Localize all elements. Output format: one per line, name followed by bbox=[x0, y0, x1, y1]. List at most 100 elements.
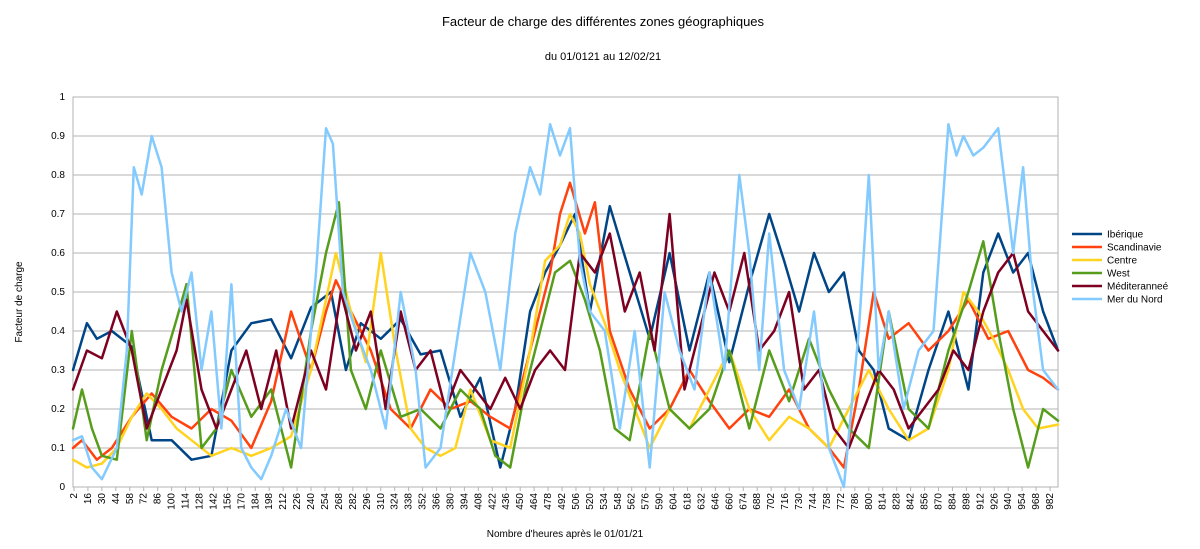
x-tick-label: 226 bbox=[292, 493, 303, 510]
x-tick-label: 800 bbox=[864, 493, 875, 510]
x-tick-label: 2 bbox=[69, 493, 80, 499]
y-tick-label: 0.6 bbox=[51, 248, 65, 259]
x-tick-label: 352 bbox=[418, 493, 429, 510]
x-tick-label: 688 bbox=[752, 493, 763, 510]
y-axis-ticks: 0 0.1 0.2 0.3 0.4 0.5 0.6 0.7 0.8 0.9 1 bbox=[51, 92, 65, 493]
x-tick-label: 16 bbox=[83, 493, 94, 505]
x-tick-label: 408 bbox=[473, 493, 484, 510]
plot-area bbox=[72, 96, 1059, 488]
y-tick-label: 0.4 bbox=[51, 326, 65, 337]
x-tick-label: 632 bbox=[696, 493, 707, 510]
y-tick-label: 0.9 bbox=[51, 131, 65, 142]
x-axis-label: Nombre d'heures après le 01/01/21 bbox=[487, 529, 644, 540]
x-tick-label: 940 bbox=[1003, 493, 1014, 510]
x-tick-label: 492 bbox=[557, 493, 568, 510]
x-tick-label: 856 bbox=[920, 493, 931, 510]
y-axis-label: Facteur de charge bbox=[14, 261, 25, 343]
x-tick-label: 310 bbox=[376, 493, 387, 510]
x-tick-label: 576 bbox=[641, 493, 652, 510]
y-tick-label: 0.8 bbox=[51, 170, 65, 181]
x-tick-label: 618 bbox=[683, 493, 694, 510]
x-tick-label: 254 bbox=[320, 493, 331, 510]
x-tick-label: 884 bbox=[947, 493, 958, 510]
x-tick-label: 870 bbox=[933, 493, 944, 510]
x-tick-label: 646 bbox=[710, 493, 721, 510]
chart-subtitle: du 01/0121 au 12/02/21 bbox=[545, 51, 661, 63]
y-tick-label: 0.3 bbox=[51, 365, 65, 376]
chart-title: Facteur de charge des différentes zones … bbox=[442, 14, 765, 29]
x-tick-label: 100 bbox=[167, 493, 178, 510]
x-tick-label: 30 bbox=[97, 493, 108, 505]
series-line-0 bbox=[71, 204, 1060, 469]
x-tick-label: 506 bbox=[571, 493, 582, 510]
y-tick-label: 1 bbox=[59, 92, 65, 103]
legend: Ibérique Scandinavie Centre West Méditeranne… bbox=[1072, 230, 1169, 306]
x-tick-label: 198 bbox=[264, 493, 275, 510]
series-lines bbox=[71, 123, 1060, 489]
x-tick-label: 982 bbox=[1045, 493, 1056, 510]
x-tick-label: 842 bbox=[906, 493, 917, 510]
x-tick-label: 758 bbox=[822, 493, 833, 510]
x-tick-label: 590 bbox=[655, 493, 666, 510]
x-tick-label: 674 bbox=[738, 493, 749, 510]
x-tick-label: 156 bbox=[222, 493, 233, 510]
legend-label: Centre bbox=[1107, 256, 1137, 267]
y-tick-label: 0.2 bbox=[51, 404, 65, 415]
legend-label: West bbox=[1107, 269, 1130, 280]
x-tick-label: 394 bbox=[459, 493, 470, 510]
x-tick-label: 436 bbox=[501, 493, 512, 510]
x-tick-label: 114 bbox=[181, 493, 192, 509]
x-tick-label: 142 bbox=[208, 493, 219, 510]
series-line-2 bbox=[71, 212, 1060, 469]
x-tick-label: 660 bbox=[724, 493, 735, 510]
x-tick-label: 366 bbox=[432, 493, 443, 510]
x-tick-label: 422 bbox=[487, 493, 498, 510]
x-tick-label: 604 bbox=[669, 493, 680, 510]
x-tick-label: 520 bbox=[585, 493, 596, 510]
x-tick-label: 72 bbox=[139, 493, 150, 505]
x-tick-label: 772 bbox=[836, 493, 847, 510]
legend-label: Mer du Nord bbox=[1107, 295, 1163, 306]
x-tick-label: 814 bbox=[878, 493, 889, 510]
x-tick-label: 716 bbox=[780, 493, 791, 510]
x-tick-label: 86 bbox=[153, 493, 164, 505]
x-tick-label: 562 bbox=[627, 493, 638, 510]
x-tick-label: 954 bbox=[1017, 493, 1028, 510]
x-tick-label: 128 bbox=[194, 493, 205, 510]
x-tick-label: 828 bbox=[892, 493, 903, 510]
x-tick-label: 338 bbox=[404, 493, 415, 510]
x-tick-label: 170 bbox=[236, 493, 247, 510]
x-tick-label: 324 bbox=[390, 493, 401, 510]
y-tick-label: 0 bbox=[59, 482, 65, 493]
y-tick-label: 0.5 bbox=[51, 287, 65, 298]
x-tick-label: 912 bbox=[975, 493, 986, 510]
x-tick-label: 702 bbox=[766, 493, 777, 510]
x-tick-label: 44 bbox=[111, 493, 122, 505]
x-tick-label: 478 bbox=[543, 493, 554, 510]
x-tick-label: 464 bbox=[529, 493, 540, 510]
x-tick-label: 898 bbox=[961, 493, 972, 510]
x-tick-label: 184 bbox=[250, 493, 261, 510]
x-tick-label: 534 bbox=[599, 493, 610, 510]
y-tick-label: 0.1 bbox=[51, 443, 65, 454]
legend-label: Scandinavie bbox=[1107, 243, 1162, 254]
x-tick-label: 450 bbox=[515, 493, 526, 510]
legend-label: Méditeranneé bbox=[1107, 282, 1169, 293]
y-tick-label: 0.7 bbox=[51, 209, 65, 220]
series-line-4 bbox=[71, 212, 1060, 450]
x-tick-label: 744 bbox=[808, 493, 819, 510]
x-tick-label: 268 bbox=[334, 493, 345, 510]
x-tick-label: 380 bbox=[445, 493, 456, 510]
x-tick-label: 240 bbox=[306, 493, 317, 510]
legend-label: Ibérique bbox=[1107, 230, 1144, 241]
x-tick-label: 548 bbox=[613, 493, 624, 510]
series-line-5 bbox=[71, 123, 1060, 489]
x-tick-label: 926 bbox=[989, 493, 1000, 510]
x-tick-label: 968 bbox=[1031, 493, 1042, 510]
x-tick-label: 212 bbox=[278, 493, 289, 510]
x-axis-ticks: 2 16 30 44 58 72 86 100 114 128 142 156 170 184 198 212… bbox=[69, 487, 1056, 510]
x-tick-label: 786 bbox=[850, 493, 861, 510]
x-tick-label: 730 bbox=[794, 493, 805, 510]
x-tick-label: 296 bbox=[362, 493, 373, 510]
